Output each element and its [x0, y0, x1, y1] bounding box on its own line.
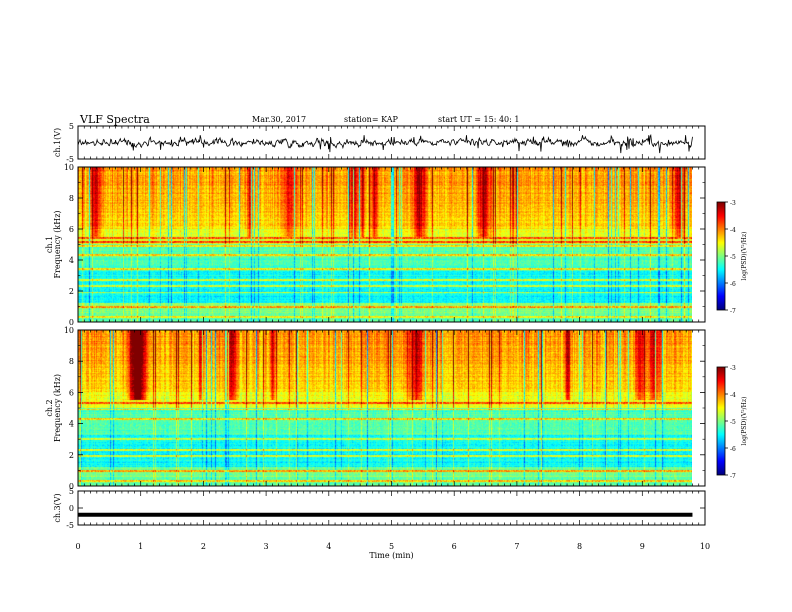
x-tick-label: 10 — [700, 542, 710, 551]
x-tick-label: 0 — [75, 542, 80, 551]
ch1-spectrogram-ylabel-channel: ch.1 — [45, 236, 54, 253]
ch1-waveform-ylabel: ch.1(V) — [53, 128, 62, 157]
date-label: Mar.30, 2017 — [252, 115, 307, 124]
colorbar-tick-label: -4 — [730, 392, 736, 399]
y-tick-label: 4 — [69, 420, 74, 429]
x-tick-label: 9 — [640, 542, 645, 551]
x-tick-label: 6 — [452, 542, 457, 551]
x-tick-label: 1 — [138, 542, 143, 551]
y-tick-label: 8 — [69, 194, 74, 203]
y-tick-label: 10 — [64, 326, 74, 335]
y-tick-label: -5 — [66, 155, 74, 164]
y-tick-label: 10 — [64, 163, 74, 172]
x-tick-label: 5 — [389, 542, 394, 551]
y-tick-label: -5 — [66, 521, 74, 530]
y-tick-label: 5 — [69, 487, 74, 496]
y-tick-label: 5 — [69, 122, 74, 131]
colorbar-tick-label: -5 — [730, 254, 736, 261]
colorbar-ch1 — [717, 202, 725, 310]
ch3-waveform-frame — [77, 490, 706, 526]
y-tick-label: 4 — [69, 256, 74, 265]
colorbar-tick-label: -7 — [730, 308, 736, 315]
chart-title: VLF Spectra — [80, 113, 150, 126]
ch1-waveform-line — [77, 133, 693, 154]
colorbar-tick-label: -7 — [730, 473, 736, 480]
colorbar-label: log(PSD)(V²/Hz) — [741, 397, 748, 446]
y-tick-label: 8 — [69, 357, 74, 366]
colorbar-ch2 — [717, 367, 725, 475]
colorbar-tick-label: -6 — [730, 446, 736, 453]
start-time-label: start UT = 15: 40: 1 — [438, 115, 520, 124]
ch1-spectrogram-ylabel: Frequency (kHz) — [53, 210, 62, 278]
y-tick-label: 0 — [69, 482, 74, 491]
y-tick-label: 2 — [69, 287, 74, 296]
colorbar-label: log(PSD)(V²/Hz) — [741, 232, 748, 281]
x-tick-label: 8 — [577, 542, 582, 551]
x-tick-label: 4 — [326, 542, 331, 551]
y-tick-label: 0 — [69, 504, 74, 513]
spectrogram-ch2 — [78, 330, 692, 486]
ch2-spectrogram-ylabel: Frequency (kHz) — [53, 374, 62, 442]
x-tick-label: 7 — [514, 542, 519, 551]
y-tick-label: 6 — [69, 388, 74, 397]
spectrogram-ch1 — [78, 167, 692, 322]
colorbar-tick-label: -5 — [730, 419, 736, 426]
x-axis-label: Time (min) — [369, 551, 413, 560]
x-tick-label: 2 — [201, 542, 206, 551]
ch2-spectrogram-ylabel-channel: ch.2 — [45, 399, 54, 416]
ch3-waveform-ylabel: ch.3(V) — [53, 493, 62, 522]
colorbar-tick-label: -3 — [730, 200, 736, 207]
y-tick-label: 6 — [69, 225, 74, 234]
colorbar-tick-label: -3 — [730, 365, 736, 372]
y-tick-label: 0 — [69, 318, 74, 327]
colorbar-tick-label: -4 — [730, 227, 736, 234]
y-tick-label: 2 — [69, 451, 74, 460]
x-tick-label: 3 — [264, 542, 269, 551]
station-label: station= KAP — [344, 115, 398, 124]
colorbar-tick-label: -6 — [730, 281, 736, 288]
